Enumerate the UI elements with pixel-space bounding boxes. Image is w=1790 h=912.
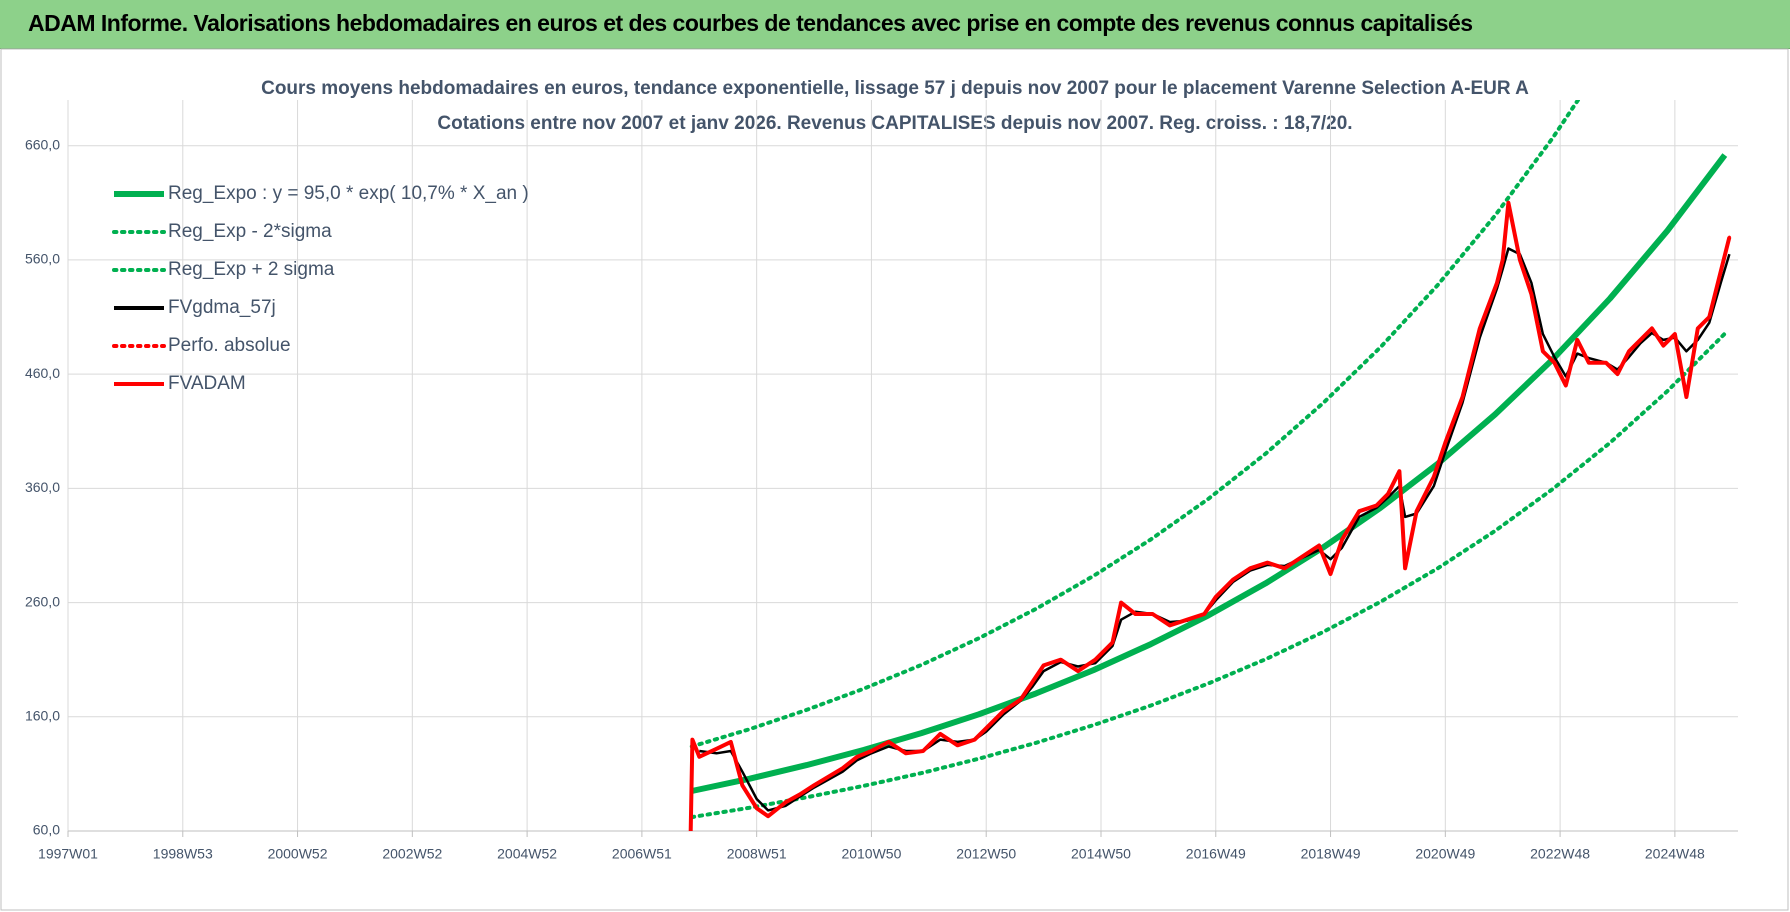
legend-label: Reg_Expo : y = 95,0 * exp( 10,7% * X_an … xyxy=(168,183,529,204)
y-tick-label: 460,0 xyxy=(25,365,60,381)
x-tick-label: 2018W49 xyxy=(1301,846,1361,862)
x-tick-label: 2014W50 xyxy=(1071,846,1131,862)
x-tick-label: 2004W52 xyxy=(497,846,557,862)
legend-label: Reg_Exp + 2 sigma xyxy=(168,259,335,280)
x-tick-label: 2024W48 xyxy=(1645,846,1705,862)
y-tick-label: 560,0 xyxy=(25,251,60,267)
legend-label: FVgdma_57j xyxy=(168,297,276,318)
y-tick-label: 160,0 xyxy=(25,707,60,723)
series-line xyxy=(689,201,1731,831)
legend-label: FVADAM xyxy=(168,373,246,394)
chart-subtitle: Cotations entre nov 2007 et janv 2026. R… xyxy=(437,113,1352,134)
chart: Cours moyens hebdomadaires en euros, ten… xyxy=(0,48,1789,911)
y-tick-label: 60,0 xyxy=(33,822,60,838)
chart-border xyxy=(0,48,1789,911)
plot xyxy=(688,100,1732,831)
legend-label: Perfo. absolue xyxy=(168,335,291,356)
x-tick-label: 2002W52 xyxy=(382,846,442,862)
header-title: ADAM Informe. Valorisations hebdomadaire… xyxy=(28,10,1473,36)
y-tick-label: 360,0 xyxy=(25,479,60,495)
x-tick-label: 1997W01 xyxy=(38,846,98,862)
x-tick-label: 2020W49 xyxy=(1415,846,1475,862)
x-tick-label: 2000W52 xyxy=(268,846,328,862)
series-line xyxy=(688,200,1732,831)
x-tick-label: 1998W53 xyxy=(153,846,213,862)
series-line xyxy=(689,100,1581,749)
x-tick-label: 2010W50 xyxy=(841,846,901,862)
x-tick-label: 2008W51 xyxy=(727,846,787,862)
chart-title: Cours moyens hebdomadaires en euros, ten… xyxy=(261,78,1529,99)
legend-label: Reg_Exp - 2*sigma xyxy=(168,221,332,242)
series-line xyxy=(689,331,1727,820)
x-tick-label: 2022W48 xyxy=(1530,846,1590,862)
header: ADAM Informe. Valorisations hebdomadaire… xyxy=(0,0,1790,49)
x-tick-label: 2012W50 xyxy=(956,846,1016,862)
x-tick-label: 2006W51 xyxy=(612,846,672,862)
y-tick-label: 260,0 xyxy=(25,593,60,609)
x-tick-label: 2016W49 xyxy=(1186,846,1246,862)
y-tick-label: 660,0 xyxy=(25,136,60,152)
